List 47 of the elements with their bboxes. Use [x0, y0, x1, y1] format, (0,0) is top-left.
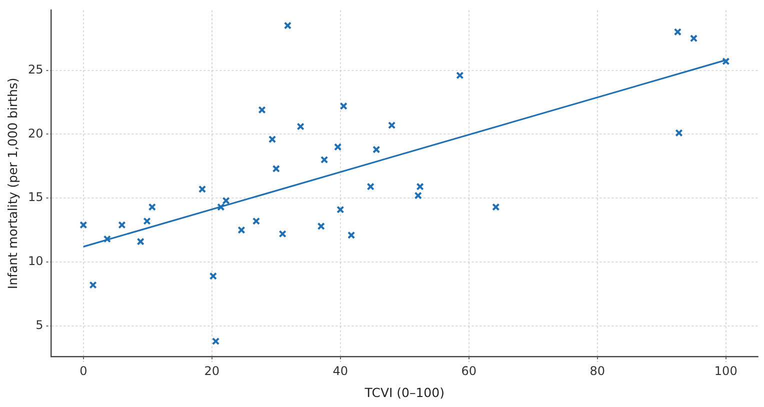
point	[89, 281, 97, 289]
point	[80, 221, 88, 229]
point	[143, 217, 151, 225]
point	[209, 272, 218, 280]
x-tick-label: 100	[714, 364, 738, 378]
point	[334, 143, 342, 151]
point	[258, 106, 266, 114]
point	[340, 102, 348, 110]
y-tick-label: 10	[28, 254, 44, 268]
point	[317, 222, 325, 230]
point	[690, 34, 698, 42]
point	[272, 164, 280, 173]
y-tick-label: 15	[28, 190, 44, 204]
point	[136, 238, 144, 246]
x-tick-label: 80	[590, 364, 606, 378]
point	[492, 203, 500, 211]
point	[198, 185, 206, 193]
point	[148, 203, 156, 211]
point	[366, 182, 374, 190]
point	[336, 206, 344, 214]
x-tick-label: 60	[461, 364, 477, 378]
point	[278, 230, 286, 238]
x-tick-label: 40	[332, 364, 348, 378]
point	[296, 122, 304, 130]
point	[103, 235, 111, 243]
y-tick-label: 20	[28, 126, 44, 140]
y-tick-label: 5	[36, 318, 44, 332]
x-tick-label: 0	[80, 364, 88, 378]
y-axis-title: Infant mortality (per 1,000 births)	[4, 78, 20, 290]
x-axis-title: TCVI (0–100)	[364, 384, 444, 400]
y-tick-label: 25	[28, 62, 44, 76]
point	[347, 231, 356, 239]
point	[118, 221, 126, 229]
point	[252, 217, 260, 225]
x-tick-label: 20	[204, 364, 220, 378]
point	[674, 28, 682, 36]
point	[212, 337, 220, 346]
point	[372, 146, 380, 154]
point	[320, 156, 328, 164]
point	[217, 203, 225, 211]
point	[284, 22, 292, 30]
point	[222, 196, 230, 204]
point	[238, 226, 246, 234]
point	[675, 129, 683, 137]
point	[456, 72, 464, 80]
point	[388, 121, 396, 130]
point	[268, 135, 276, 144]
